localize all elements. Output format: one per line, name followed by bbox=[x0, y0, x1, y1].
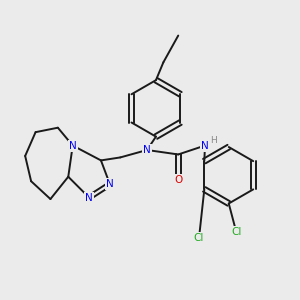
Text: N: N bbox=[85, 193, 93, 202]
Text: N: N bbox=[143, 145, 151, 155]
Text: H: H bbox=[210, 136, 217, 145]
Text: Cl: Cl bbox=[231, 227, 242, 237]
Text: N: N bbox=[201, 140, 209, 151]
Text: N: N bbox=[106, 179, 114, 189]
Text: N: N bbox=[69, 140, 76, 151]
Text: Cl: Cl bbox=[194, 233, 204, 243]
Text: O: O bbox=[174, 175, 182, 185]
